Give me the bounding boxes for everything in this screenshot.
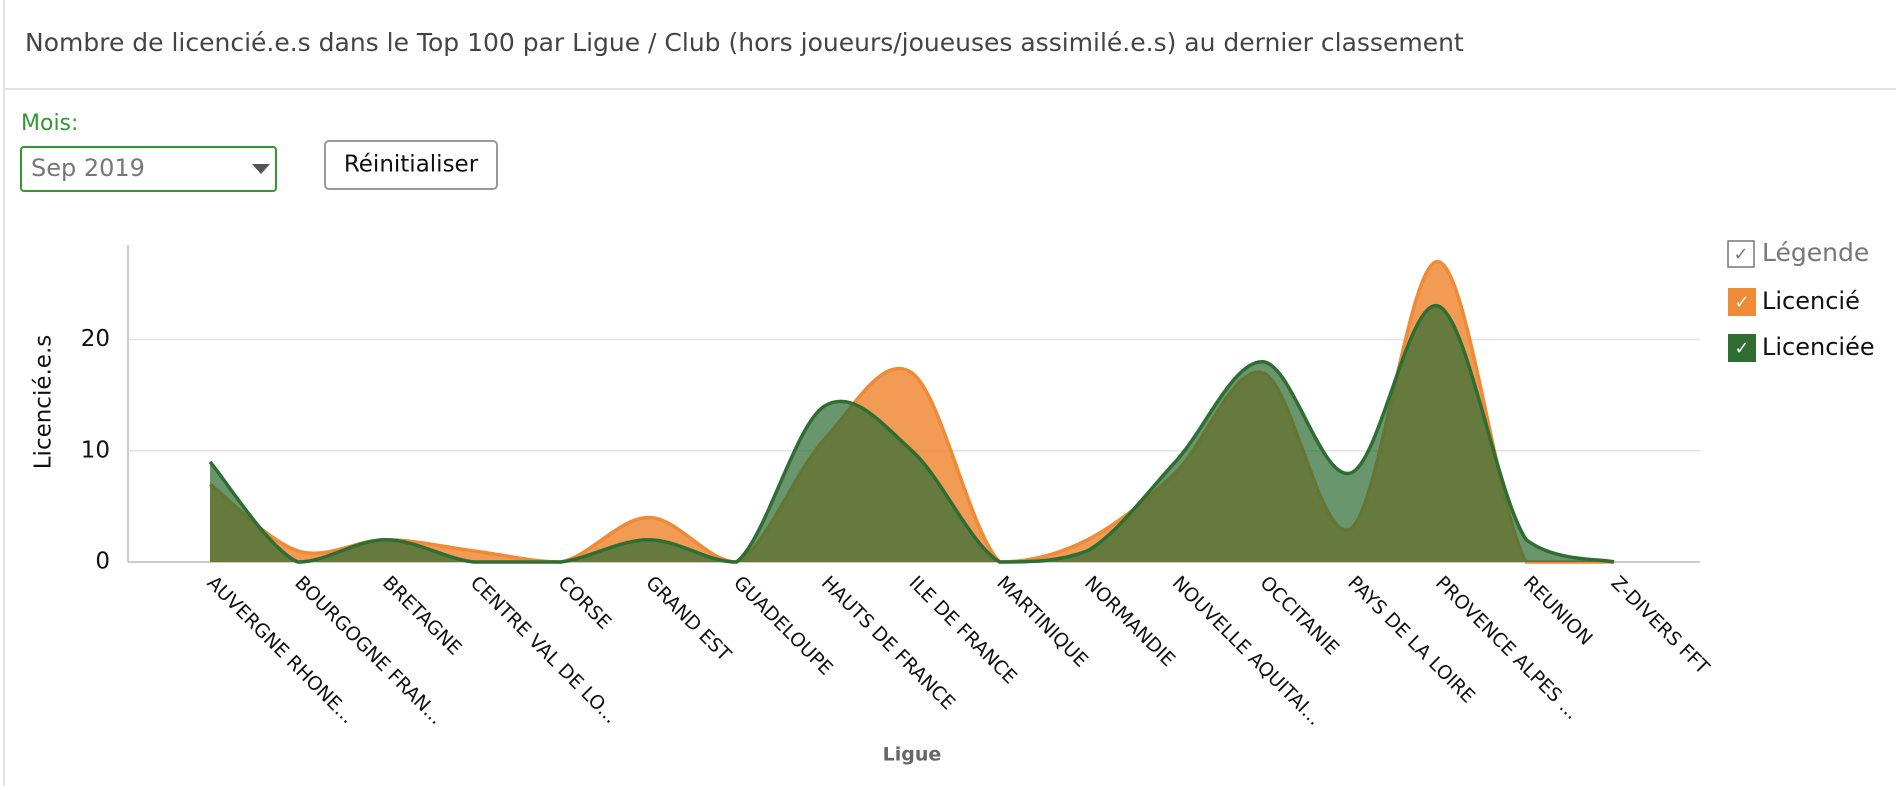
x-tick-label: OCCITANIE — [1256, 572, 1344, 660]
button-box[interactable] — [324, 140, 498, 190]
y-tick-label: 20 — [81, 326, 110, 352]
x-tick-label: PROVENCE ALPES ... — [1431, 572, 1583, 724]
x-tick-label: AUVERGNE RHONE... — [203, 572, 359, 728]
area — [210, 305, 1614, 562]
x-tick-label: CORSE — [554, 572, 616, 634]
x-tick-label: MARTINIQUE — [992, 572, 1092, 672]
legend-swatch[interactable] — [1728, 288, 1756, 316]
x-tick-label: NORMANDIE — [1080, 572, 1179, 671]
select-arrow — [252, 164, 270, 174]
legend-label: Licenciée — [1762, 333, 1875, 361]
area-line — [208, 304, 1615, 564]
legend-toggle[interactable] — [1727, 240, 1755, 268]
x-tick-label: CENTRE VAL DE LO... — [466, 572, 622, 728]
button-label: Réinitialiser — [344, 152, 479, 178]
y-tick-label: 0 — [95, 549, 110, 575]
x-tick-label: Z-DIVERS FFT — [1607, 572, 1714, 679]
y-tick-label: 10 — [81, 437, 110, 463]
x-axis-label: Ligue — [883, 744, 942, 766]
select-box[interactable] — [20, 146, 277, 192]
month-select[interactable]: Sep 2019 — [20, 146, 277, 192]
x-tick-label: BRETAGNE — [378, 572, 466, 660]
legend-title: Légende — [1762, 238, 1869, 267]
legend: ✓ Légende — [1727, 238, 1869, 268]
x-tick-label: GRAND EST — [641, 572, 735, 666]
legend-swatch[interactable] — [1728, 334, 1756, 362]
panel-title: Nombre de licencié.e.s dans le Top 100 p… — [25, 28, 1464, 57]
area-line — [208, 259, 1614, 564]
select-value: Sep 2019 — [31, 154, 145, 182]
x-tick-label: NOUVELLE AQUITAI... — [1168, 572, 1326, 730]
filter-label: Mois: — [21, 111, 78, 136]
y-axis-label: Licencié.e.s — [31, 335, 57, 470]
x-tick-label: BOURGOGNE FRAN... — [290, 572, 447, 729]
legend-check: ✓ — [1734, 338, 1749, 359]
x-tick-label: REUNION — [1519, 572, 1597, 650]
reset-button[interactable]: Réinitialiser — [324, 140, 498, 190]
legend-check: ✓ — [1734, 292, 1749, 313]
legend-check: ✓ — [1733, 244, 1748, 265]
legend-label: Licencié — [1762, 287, 1860, 315]
